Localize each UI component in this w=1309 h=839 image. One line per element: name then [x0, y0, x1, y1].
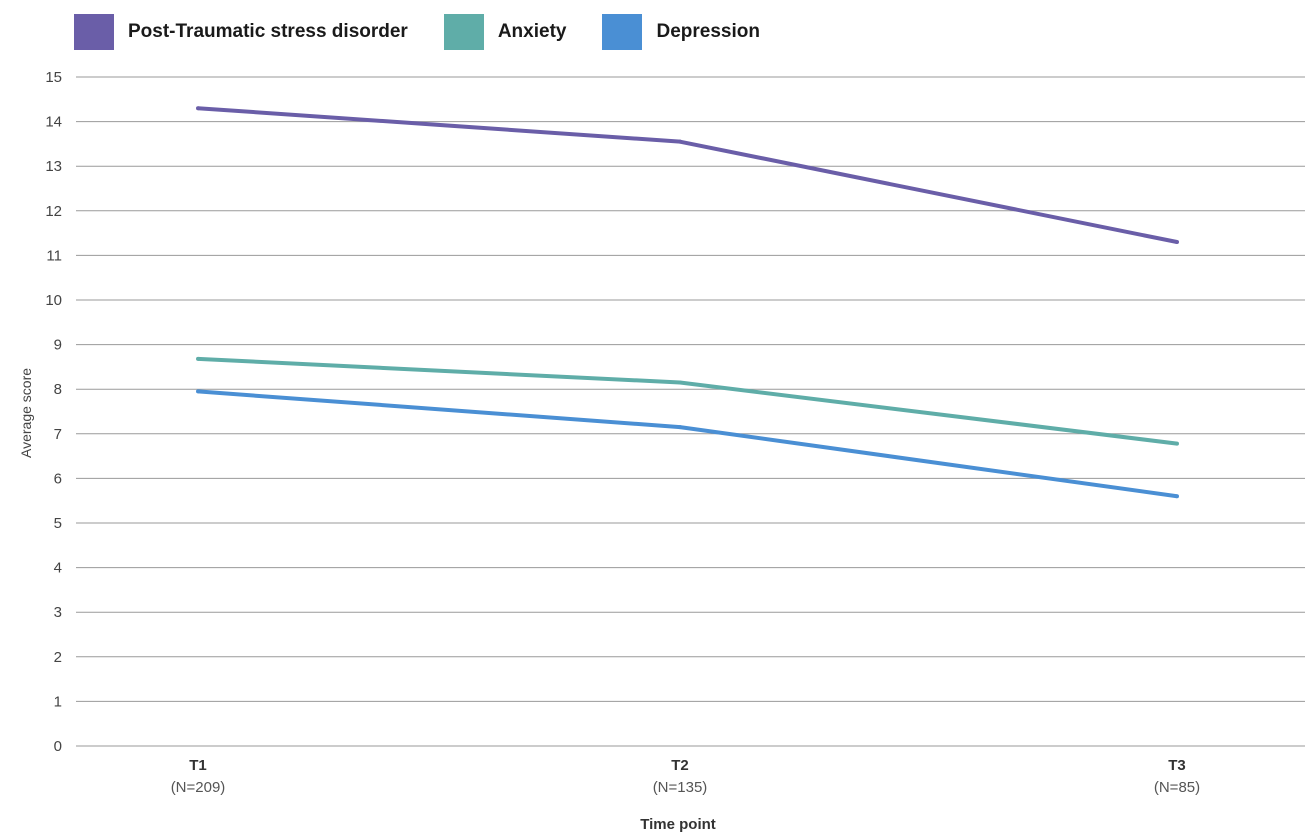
x-axis-ticks: T1 (N=209) T2 (N=135) T3 (N=85): [171, 757, 1200, 796]
y-tick-label: 14: [45, 114, 62, 131]
y-tick-label: 5: [54, 515, 62, 532]
data-point: [196, 106, 200, 111]
chart-legend: Post-Traumatic stress disorder Anxiety D…: [74, 14, 796, 50]
y-axis-title: Average score: [18, 368, 34, 458]
y-tick-label: 4: [54, 560, 62, 577]
legend-swatch-anxiety: [443, 14, 484, 50]
y-tick-label: 7: [54, 426, 62, 443]
legend-label-ptsd: Post-Traumatic stress disorder: [128, 21, 408, 42]
x-tick-sublabel: (N=85): [1154, 779, 1200, 796]
y-tick-label: 12: [45, 203, 62, 220]
data-point: [196, 389, 200, 394]
legend-swatch-ptsd: [74, 14, 114, 50]
legend-label-anxiety: Anxiety: [497, 21, 567, 42]
x-tick-label: T1: [189, 757, 207, 774]
data-point: [1175, 494, 1179, 499]
y-tick-label: 13: [45, 158, 62, 175]
y-tick-label: 10: [45, 292, 62, 309]
data-point: [1175, 240, 1179, 245]
y-tick-label: 3: [54, 604, 62, 621]
x-tick-sublabel: (N=209): [171, 779, 226, 796]
y-tick-label: 2: [54, 649, 62, 666]
series-lines: [196, 106, 1179, 499]
data-point: [196, 356, 200, 361]
y-tick-label: 15: [45, 69, 62, 86]
data-point: [1175, 441, 1179, 446]
gridlines: [76, 76, 1305, 747]
x-tick-label: T2: [671, 757, 689, 774]
y-tick-label: 0: [54, 738, 62, 755]
legend-item-depression: Depression: [602, 14, 760, 50]
legend-swatch-depression: [602, 14, 643, 50]
y-tick-label: 8: [54, 381, 62, 398]
x-tick-label: T3: [1168, 757, 1186, 774]
legend-label-depression: Depression: [656, 21, 760, 42]
series-line-2: [197, 389, 1178, 499]
legend-item-ptsd: Post-Traumatic stress disorder: [74, 14, 408, 50]
legend-item-anxiety: Anxiety: [443, 14, 567, 50]
x-tick-sublabel: (N=135): [653, 779, 708, 796]
y-tick-label: 11: [46, 247, 62, 264]
y-tick-label: 9: [54, 337, 62, 354]
y-tick-label: 6: [54, 470, 62, 487]
series-line-0: [197, 106, 1178, 244]
data-point: [678, 425, 682, 430]
x-axis-title: Time point: [640, 816, 716, 833]
data-point: [678, 380, 682, 385]
y-tick-label: 1: [54, 693, 62, 710]
data-point: [678, 139, 682, 144]
